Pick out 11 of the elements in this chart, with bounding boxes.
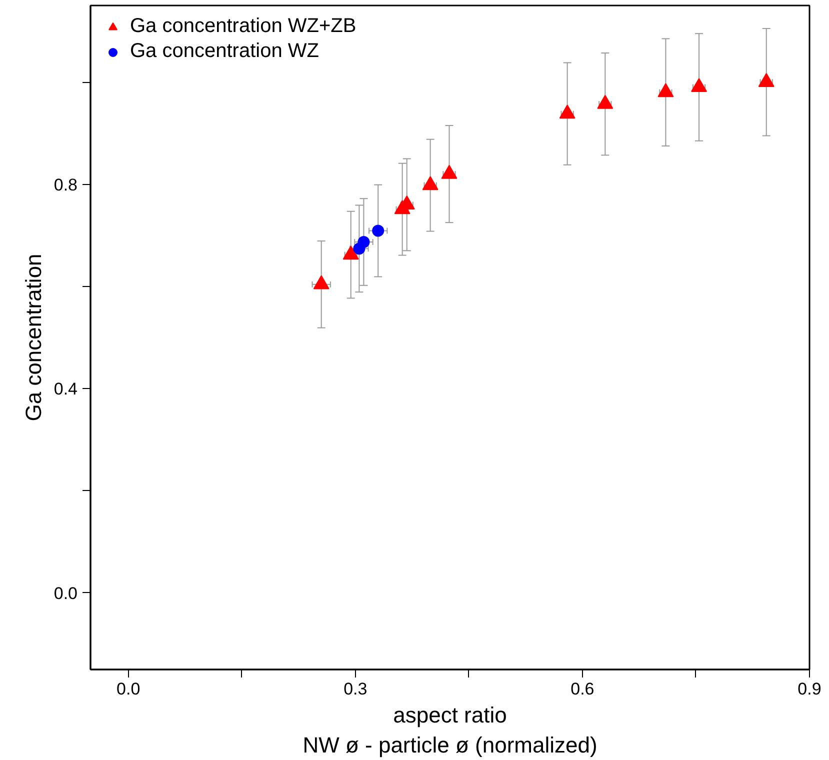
y-tick-label: 0.0 [54,584,78,603]
legend-label: Ga concentration WZ [130,40,319,63]
x-tick-label: 0.3 [344,680,368,698]
x-tick-label: 0.6 [570,680,594,698]
legend-label: Ga concentration WZ+ZB [130,15,356,38]
y-tick-label: 0.8 [54,175,78,194]
x-tick-label: 0.9 [798,680,822,698]
x-tick-label: 0.0 [116,680,140,698]
y-tick-label: 0.4 [54,380,78,399]
y-axis-title: Ga concentration [20,254,46,422]
x-axis-title: aspect ratio NW ø - particle ø (normalized) [302,702,598,758]
